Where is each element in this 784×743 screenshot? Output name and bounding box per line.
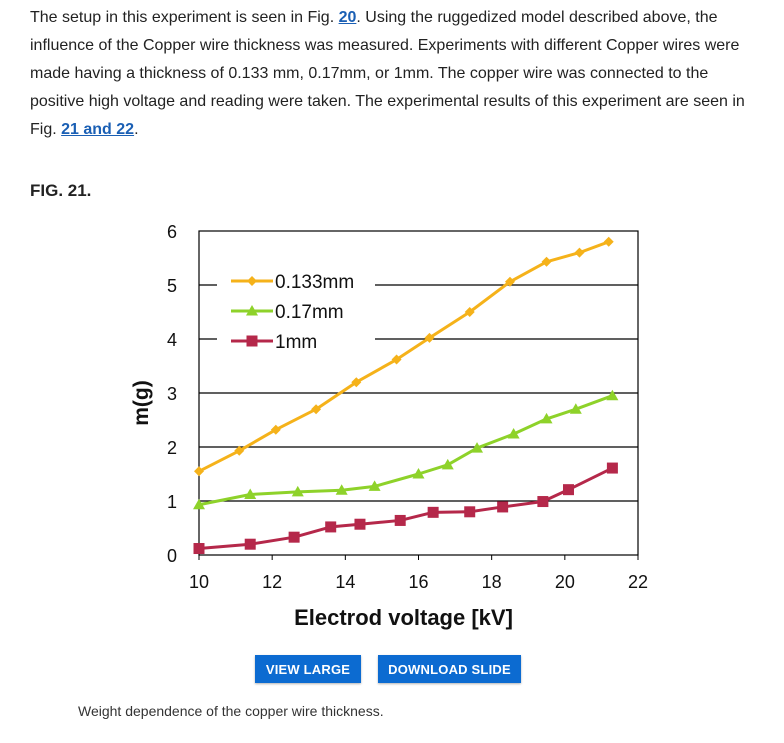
fig-21-22-link[interactable]: 21 and 22 (61, 121, 135, 138)
y-tick-label-1: 1 (167, 492, 177, 512)
data-point-1mm-3 (325, 521, 337, 533)
figure-label: FIG. 21. (30, 181, 92, 200)
x-tick-label-20: 20 (555, 572, 575, 592)
data-point-1mm-8 (497, 501, 509, 513)
data-point-0.17mm-2 (291, 485, 304, 497)
x-tick-label-12: 12 (262, 572, 282, 592)
y-tick-label-5: 5 (167, 276, 177, 296)
series-line-0.17mm (198, 394, 613, 507)
data-point-0.17mm-4 (368, 480, 381, 491)
data-point-0.133mm-9 (541, 256, 552, 267)
data-point-0.17mm-7 (471, 442, 484, 453)
data-point-1mm-2 (288, 531, 300, 543)
data-point-0.133mm-11 (603, 236, 614, 247)
data-point-0.133mm-4 (351, 377, 362, 388)
data-point-0.17mm-11 (606, 389, 619, 401)
data-point-0.17mm-9 (540, 412, 553, 424)
y-tick-label-3: 3 (167, 384, 177, 404)
legend-label-1mm: 1mm (275, 332, 317, 353)
x-tick-label-18: 18 (482, 572, 502, 592)
data-point-0.17mm-10 (569, 403, 582, 414)
data-point-0.133mm-5 (391, 354, 402, 365)
data-point-0.133mm-2 (270, 424, 281, 435)
paragraph-text-2: . Using the ruggedized model described a… (30, 9, 745, 138)
y-tick-label-6: 6 (167, 222, 177, 242)
x-tick-label-14: 14 (335, 572, 355, 592)
data-point-0.133mm-7 (464, 307, 475, 317)
data-point-0.17mm-1 (244, 488, 257, 500)
data-point-0.17mm-0 (193, 498, 205, 510)
data-point-0.17mm-6 (441, 458, 454, 470)
y-tick-label-4: 4 (167, 330, 177, 350)
fig-20-link[interactable]: 20 (338, 9, 357, 26)
data-point-0.133mm-10 (574, 247, 585, 258)
data-point-0.133mm-3 (311, 404, 322, 415)
legend-marker-0.17mm (246, 305, 258, 316)
data-point-0.133mm-6 (424, 332, 435, 343)
y-axis-label: m(g) (130, 380, 153, 426)
paragraph-text-1: The setup in this experiment is seen in … (30, 9, 339, 26)
x-tick-label-22: 22 (628, 572, 648, 592)
data-point-1mm-1 (244, 538, 256, 550)
view-large-button[interactable]: VIEW LARGE (255, 655, 361, 683)
data-point-1mm-5 (394, 514, 406, 526)
download-slide-button[interactable]: DOWNLOAD SLIDE (378, 655, 521, 683)
legend-label-0.17mm: 0.17mm (275, 302, 344, 323)
data-point-0.17mm-8 (507, 428, 520, 439)
data-point-1mm-4 (354, 518, 366, 530)
data-point-1mm-0 (193, 543, 205, 555)
article-paragraph: The setup in this experiment is seen in … (30, 4, 760, 144)
series-line-1mm (198, 466, 614, 551)
legend-label-0.133mm: 0.133mm (275, 272, 354, 293)
data-point-1mm-7 (464, 506, 476, 518)
data-point-0.133mm-0 (194, 466, 204, 477)
data-point-0.17mm-3 (335, 484, 348, 495)
y-tick-label-0: 0 (167, 546, 177, 566)
x-axis-label: Electrod voltage [kV] (294, 605, 513, 630)
legend-marker-1mm (246, 335, 258, 347)
series-line-0.133mm (198, 240, 610, 473)
data-point-1mm-9 (537, 496, 549, 508)
data-point-0.17mm-5 (412, 468, 425, 479)
figure-caption: Weight dependence of the copper wire thi… (78, 703, 384, 719)
y-tick-label-2: 2 (167, 438, 177, 458)
legend-marker-0.133mm (247, 276, 257, 286)
x-tick-label-16: 16 (408, 572, 428, 592)
paragraph-text-3: . (134, 121, 139, 138)
data-point-0.133mm-8 (504, 276, 515, 287)
data-point-1mm-11 (606, 462, 618, 474)
x-tick-label-10: 10 (189, 572, 209, 592)
data-point-0.133mm-1 (234, 445, 245, 456)
data-point-1mm-10 (562, 484, 574, 496)
data-point-1mm-6 (427, 506, 439, 518)
